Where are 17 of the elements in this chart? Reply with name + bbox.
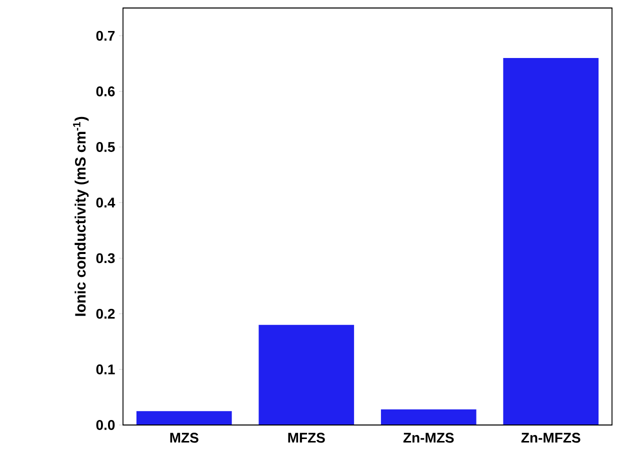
y-tick-label: 0.6 bbox=[96, 86, 115, 96]
bar bbox=[258, 324, 354, 425]
y-tick-label: 0.2 bbox=[96, 308, 115, 319]
x-tick-label: MZS bbox=[170, 432, 198, 443]
x-tick-label: Zn-MZS bbox=[403, 432, 454, 443]
x-tick-label: MFZS bbox=[288, 432, 325, 443]
y-tick-label: 0.4 bbox=[96, 198, 116, 208]
x-tick-label: Zn-MFZS bbox=[521, 432, 580, 443]
y-tick-label: 0.3 bbox=[96, 253, 115, 264]
y-tick-label: 0.1 bbox=[96, 364, 115, 374]
y-tick-label: 0.0 bbox=[96, 420, 115, 430]
bar bbox=[136, 411, 232, 425]
y-tick-label: 0.5 bbox=[96, 142, 115, 152]
y-axis-title: Ionic conductivity (mS cm$^{-1}$) bbox=[73, 116, 89, 316]
bar bbox=[503, 58, 599, 425]
y-tick-label: 0.7 bbox=[96, 30, 115, 41]
bar bbox=[380, 409, 476, 425]
